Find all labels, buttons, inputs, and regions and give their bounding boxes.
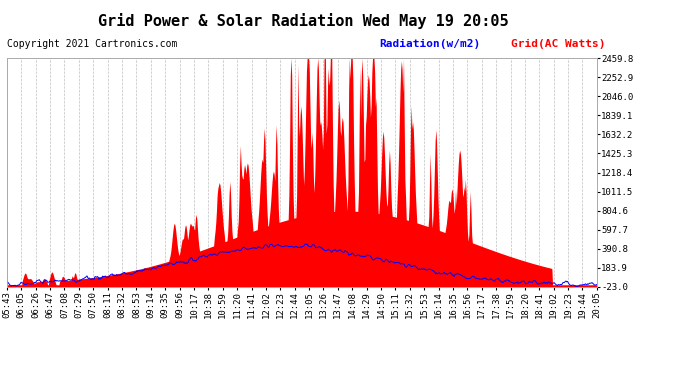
Text: Copyright 2021 Cartronics.com: Copyright 2021 Cartronics.com (7, 39, 177, 50)
Text: Grid Power & Solar Radiation Wed May 19 20:05: Grid Power & Solar Radiation Wed May 19 … (98, 13, 509, 29)
Text: Grid(AC Watts): Grid(AC Watts) (511, 39, 605, 50)
Text: Radiation(w/m2): Radiation(w/m2) (380, 39, 481, 50)
